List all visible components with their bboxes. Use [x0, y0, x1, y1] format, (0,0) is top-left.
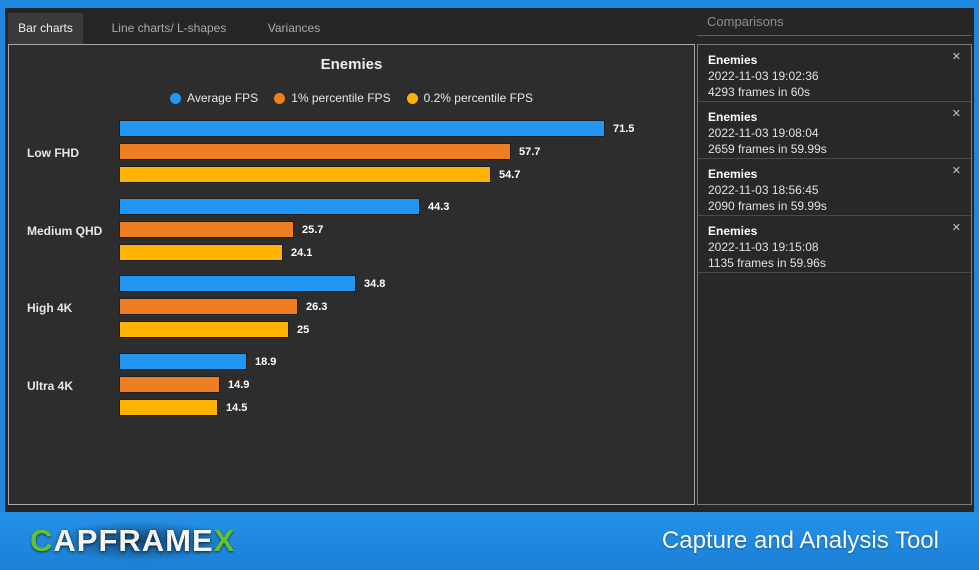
- bar-0.2-percentile-fps: [119, 244, 283, 261]
- bar-value-label: 25.7: [302, 224, 324, 236]
- comparison-card[interactable]: Enemies 2022-11-03 19:02:36 4293 frames in…: [698, 45, 971, 102]
- comparison-frames: 4293 frames in 60s: [708, 85, 811, 99]
- comparison-title: Enemies: [708, 110, 758, 124]
- comparison-date: 2022-11-03 19:15:08: [708, 240, 819, 254]
- legend-label: 0.2% percentile FPS: [423, 91, 533, 105]
- comparisons-header: Comparisons: [697, 12, 972, 36]
- remove-comparison-button[interactable]: ✕: [951, 222, 961, 234]
- bar-value-label: 25: [297, 324, 310, 336]
- bar-group: High 4K 34.8 26.3 25: [9, 275, 694, 340]
- chart-title: Enemies: [320, 56, 383, 73]
- comparison-card[interactable]: Enemies 2022-11-03 19:08:04 2659 frames in…: [698, 102, 971, 159]
- bar-0.2-percentile-fps: [119, 321, 289, 338]
- bar-value-label: 44.3: [428, 201, 450, 213]
- bar-1-percentile-fps: [119, 143, 511, 160]
- bar-average-fps: [119, 198, 420, 215]
- legend-dot-icon: [274, 92, 286, 104]
- legend-label: 1% percentile FPS: [291, 91, 391, 105]
- bar-value-label: 18.9: [255, 356, 277, 368]
- comparison-title: Enemies: [708, 53, 758, 67]
- bar-1-percentile-fps: [119, 221, 294, 238]
- app-tagline: Capture and Analysis Tool: [661, 527, 939, 554]
- bar-average-fps: [119, 353, 247, 370]
- comparison-card[interactable]: Enemies 2022-11-03 19:15:08 1135 frames in…: [698, 216, 971, 273]
- bar-value-label: 71.5: [613, 123, 635, 135]
- bar-average-fps: [119, 275, 356, 292]
- category-label: Ultra 4K: [27, 378, 74, 393]
- bar-value-label: 24.1: [291, 247, 313, 259]
- bar-chart-panel: Enemies Average FPS 1% percentile FPS 0.2%…: [8, 44, 695, 505]
- remove-comparison-button[interactable]: ✕: [951, 108, 961, 120]
- comparison-frames: 2090 frames in 59.99s: [708, 199, 827, 213]
- bar-value-label: 14.9: [228, 379, 250, 391]
- comparison-frames: 2659 frames in 59.99s: [708, 142, 827, 156]
- tab-bar-charts[interactable]: Bar charts: [8, 13, 83, 44]
- bar-value-label: 54.7: [499, 169, 521, 181]
- legend-item: Average FPS: [170, 91, 258, 105]
- tab-line-charts-l-shapes[interactable]: Line charts/ L-shapes: [111, 21, 227, 35]
- legend-item: 0.2% percentile FPS: [406, 91, 533, 105]
- bar-value-label: 14.5: [226, 402, 248, 414]
- remove-comparison-button[interactable]: ✕: [951, 165, 961, 177]
- bar-1-percentile-fps: [119, 298, 298, 315]
- logo-glow: [14, 513, 264, 569]
- main-content: Bar charts Line charts/ L-shapes Variances…: [5, 8, 974, 512]
- comparison-date: 2022-11-03 19:02:36: [708, 69, 819, 83]
- comparison-list: Enemies 2022-11-03 19:02:36 4293 frames in…: [697, 44, 972, 505]
- bar-1-percentile-fps: [119, 376, 220, 393]
- comparison-title: Enemies: [708, 167, 758, 181]
- category-label: Medium QHD: [27, 223, 103, 238]
- category-label: High 4K: [27, 300, 73, 315]
- bar-average-fps: [119, 120, 605, 137]
- capframex-logo: CAPFRAMEX: [14, 513, 264, 569]
- tab-variances[interactable]: Variances: [267, 21, 321, 35]
- bar-group: Medium QHD 44.3 25.7 24.1: [9, 198, 694, 263]
- footer-bar: CAPFRAMEX Capture and Analysis Tool: [0, 512, 979, 570]
- legend-item: 1% percentile FPS: [274, 91, 391, 105]
- bar-value-label: 26.3: [306, 301, 328, 313]
- bar-value-label: 34.8: [364, 278, 386, 290]
- legend-dot-icon: [406, 92, 418, 104]
- bar-0.2-percentile-fps: [119, 399, 218, 416]
- tab-bar: Bar charts Line charts/ L-shapes Variances: [5, 8, 974, 44]
- logo-text: APFRAME: [53, 523, 214, 558]
- bar-0.2-percentile-fps: [119, 166, 491, 183]
- legend-dot-icon: [170, 92, 182, 104]
- remove-comparison-button[interactable]: ✕: [951, 51, 961, 63]
- bar-group: Low FHD 71.5 57.7 54.7: [9, 120, 694, 185]
- chart-legend: Average FPS 1% percentile FPS 0.2% percent…: [9, 91, 694, 105]
- logo-letter-x: X: [213, 523, 236, 558]
- comparison-title: Enemies: [708, 224, 758, 238]
- bar-value-label: 57.7: [519, 146, 541, 158]
- category-label: Low FHD: [27, 145, 79, 160]
- bar-chart-plot: Low FHD 71.5 57.7 54.7 Medium QHD 44.3 25.7 24.…: [9, 45, 694, 504]
- logo-letter-c: C: [30, 523, 54, 558]
- comparison-date: 2022-11-03 19:08:04: [708, 126, 819, 140]
- bar-group: Ultra 4K 18.9 14.9 14.5: [9, 353, 694, 418]
- comparison-date: 2022-11-03 18:56:45: [708, 183, 819, 197]
- comparison-card[interactable]: Enemies 2022-11-03 18:56:45 2090 frames in…: [698, 159, 971, 216]
- legend-label: Average FPS: [187, 91, 259, 105]
- comparison-frames: 1135 frames in 59.96s: [708, 256, 826, 270]
- comparisons-panel: Comparisons Enemies 2022-11-03 19:02:36 42…: [697, 12, 972, 505]
